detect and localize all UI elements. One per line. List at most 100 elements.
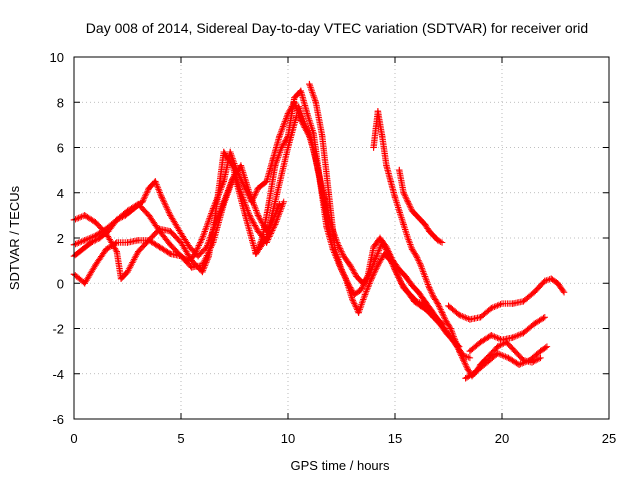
data-point: [370, 243, 377, 251]
data-point: [515, 361, 523, 368]
data-point: [124, 239, 131, 246]
data-point: [280, 198, 287, 205]
data-point: [167, 250, 174, 258]
data-point: [135, 237, 142, 244]
data-point: [426, 284, 433, 291]
data-point: [404, 198, 412, 205]
data-point: [413, 212, 420, 219]
data-point: [186, 243, 193, 251]
data-point: [237, 189, 245, 196]
data-point: [560, 289, 568, 296]
data-point: [378, 132, 386, 140]
data-point: [520, 329, 527, 337]
data-point: [505, 354, 512, 362]
series-arc-h: [370, 108, 489, 380]
data-point: [92, 261, 99, 269]
data-point: [351, 291, 358, 298]
series-arc-f: [295, 103, 463, 350]
data-point: [177, 252, 185, 260]
data-point: [177, 239, 185, 246]
y-axis-label: SDTVAR / TECUs: [7, 185, 22, 290]
data-point: [263, 239, 270, 246]
data-point: [297, 87, 305, 95]
data-point: [167, 241, 174, 248]
data-point: [498, 300, 506, 307]
data-point: [438, 239, 446, 246]
data-point: [494, 343, 501, 350]
data-point: [464, 366, 471, 373]
data-point: [520, 298, 527, 305]
data-point: [135, 248, 142, 255]
data-point: [428, 307, 435, 314]
data-point: [417, 302, 424, 310]
x-tick-label: 25: [602, 431, 616, 446]
data-point: [413, 252, 420, 260]
data-point: [263, 178, 270, 185]
x-tick-label: 20: [495, 431, 509, 446]
data-point: [293, 112, 300, 120]
data-point: [466, 316, 474, 323]
data-point: [237, 162, 245, 169]
data-point: [456, 347, 463, 355]
data-point: [321, 194, 328, 201]
data-point: [145, 212, 153, 219]
data-point: [372, 255, 379, 262]
data-point: [199, 268, 206, 276]
data-point: [229, 162, 236, 169]
data-point: [246, 189, 253, 196]
data-point: [79, 246, 86, 253]
data-point: [308, 137, 315, 144]
data-point: [312, 99, 320, 106]
data-point: [167, 228, 174, 235]
data-point: [387, 178, 394, 185]
y-tick-label: -2: [52, 322, 64, 337]
data-point: [199, 234, 206, 242]
data-point: [389, 257, 397, 264]
y-tick-label: -4: [52, 367, 64, 382]
data-point: [220, 200, 227, 208]
x-tick-label: 15: [388, 431, 402, 446]
data-point: [323, 223, 330, 230]
x-tick-label: 10: [281, 431, 295, 446]
series-trace: [370, 108, 487, 380]
data-point: [81, 280, 88, 287]
data-point: [400, 221, 407, 228]
data-point: [376, 234, 384, 242]
data-point: [488, 304, 495, 312]
data-point: [466, 347, 474, 355]
data-point: [494, 350, 501, 357]
data-point: [537, 347, 544, 355]
data-point: [276, 132, 283, 140]
data-point: [145, 185, 153, 192]
data-point: [291, 94, 298, 101]
data-point: [548, 275, 555, 282]
data-point: [113, 248, 120, 255]
data-point: [434, 316, 441, 323]
data-point: [331, 246, 339, 253]
data-point: [511, 347, 519, 355]
data-point: [278, 144, 285, 151]
data-point: [411, 298, 418, 305]
data-point: [130, 205, 138, 212]
data-point: [194, 252, 202, 260]
data-point: [284, 144, 292, 151]
data-point: [477, 338, 484, 346]
x-axis-label: GPS time / hours: [291, 458, 390, 473]
data-point: [541, 277, 548, 285]
data-point: [509, 300, 516, 307]
data-point: [421, 273, 429, 280]
data-point: [421, 221, 429, 228]
data-point: [408, 282, 416, 289]
data-point: [417, 261, 424, 269]
y-tick-label: 2: [57, 231, 64, 246]
series-trace: [445, 275, 567, 323]
y-tick-label: 0: [57, 276, 64, 291]
data-point: [503, 338, 510, 346]
data-point: [346, 261, 354, 269]
data-point: [374, 108, 382, 115]
data-point: [254, 228, 262, 235]
data-point: [81, 212, 88, 219]
data-point: [509, 334, 516, 341]
data-point: [301, 121, 309, 129]
